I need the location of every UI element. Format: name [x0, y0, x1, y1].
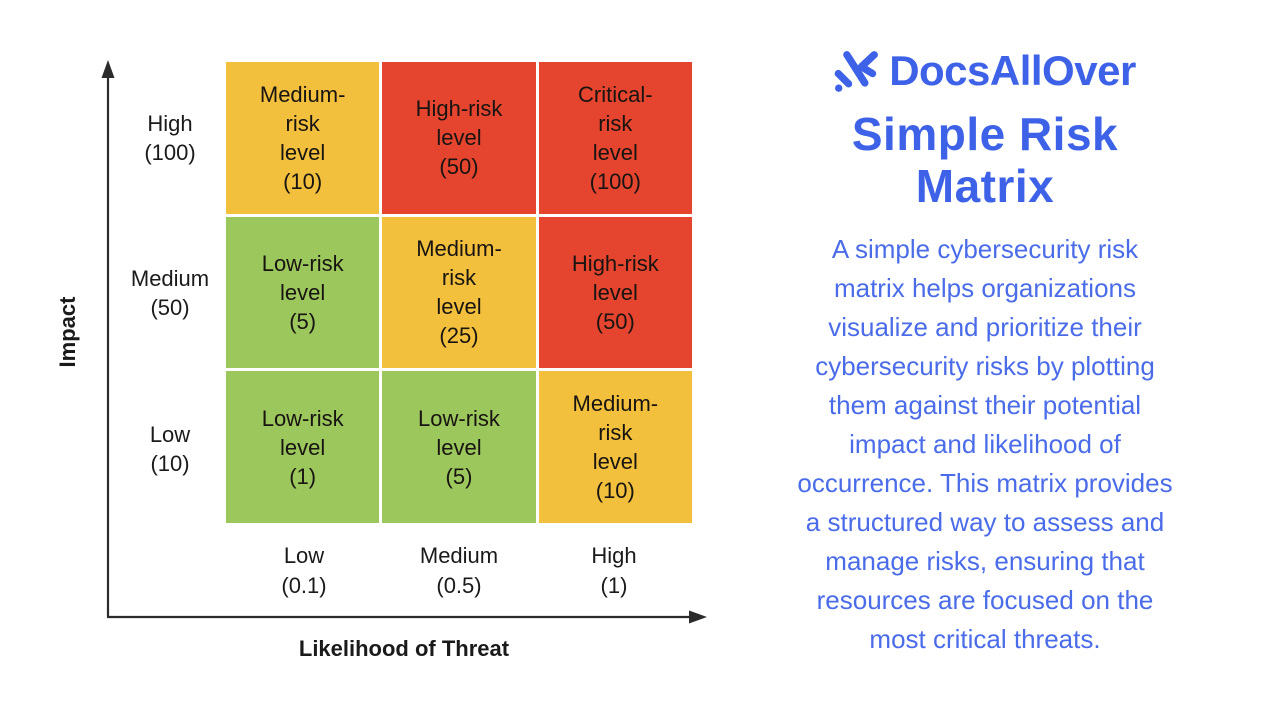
- risk-matrix-grid: Medium- risk level (10) High-risk level …: [226, 62, 692, 523]
- info-panel: DocsAllOver Simple Risk Matrix A simple …: [750, 0, 1220, 720]
- matrix-cell-r1c2: High-risk level (50): [538, 216, 692, 369]
- x-tick-medium: Medium (0.5): [419, 543, 499, 598]
- y-tick-medium: Medium (50): [130, 266, 210, 320]
- matrix-cell-r2c2: Medium- risk level (10): [538, 371, 692, 523]
- brand-logo: DocsAllOver: [750, 46, 1220, 96]
- y-tick-high: High (100): [144, 111, 196, 165]
- axes: [101, 60, 707, 624]
- x-axis-title: Likelihood of Threat: [298, 636, 510, 661]
- x-tick-high: High (1): [591, 543, 637, 598]
- risk-matrix-diagram: Impact Medium- risk level (10) High-risk…: [55, 60, 707, 661]
- logo-dot: [835, 84, 843, 92]
- y-axis-title: Impact: [55, 296, 80, 368]
- docsallover-logo-icon: [834, 51, 879, 92]
- y-tick-low: Low (10): [149, 422, 191, 476]
- matrix-cell-r1c1: Medium- risk level (25): [382, 216, 536, 369]
- brand-name: DocsAllOver: [889, 47, 1136, 94]
- logo-long-slash: [843, 51, 869, 87]
- logo-chevron: [857, 51, 879, 78]
- matrix-cell-r0c1: High-risk level (50): [382, 62, 536, 214]
- x-axis-arrowhead-icon: [689, 610, 707, 624]
- description-text: A simple cybersecurity risk matrix helps…: [797, 234, 1173, 654]
- page-title: Simple Risk Matrix: [851, 108, 1119, 212]
- matrix-cell-r0c0: Medium- risk level (10): [226, 62, 380, 214]
- matrix-cell-r0c2: Critical- risk level (100): [538, 62, 692, 214]
- logo-short-slash: [834, 69, 853, 88]
- matrix-cell-r1c0: Low-risk level (5): [226, 216, 380, 369]
- matrix-cell-r2c0: Low-risk level (1): [226, 371, 380, 523]
- x-tick-low: Low (0.1): [281, 543, 327, 598]
- y-axis-arrowhead-icon: [101, 60, 115, 78]
- matrix-cell-r2c1: Low-risk level (5): [382, 371, 536, 523]
